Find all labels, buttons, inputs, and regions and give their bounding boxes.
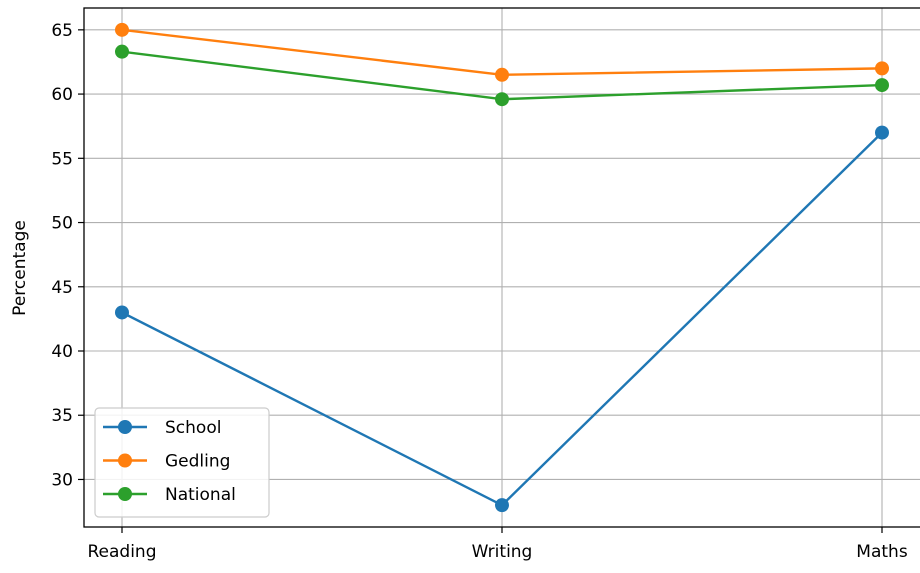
y-tick-label: 35 [51, 406, 73, 426]
x-tick-label: Reading [87, 542, 156, 562]
legend-marker-gedling [118, 453, 132, 468]
y-tick-label: 55 [51, 149, 73, 169]
y-tick-label: 45 [51, 278, 73, 298]
series-layer [115, 22, 889, 513]
y-tick-label: 60 [51, 85, 73, 105]
legend-marker-national [118, 487, 132, 501]
data-point-school [115, 305, 129, 320]
legend-box [94, 407, 270, 518]
data-point-gedling [115, 22, 129, 37]
data-point-school [875, 125, 889, 140]
legend-label-school: School [165, 418, 221, 438]
data-point-national [875, 78, 889, 93]
y-axis-label: Percentage [10, 220, 30, 316]
x-tick-layer: Reading Writing Maths [87, 527, 908, 562]
data-point-gedling [495, 67, 509, 82]
data-point-national [495, 92, 509, 107]
y-tick-label: 30 [51, 470, 73, 490]
y-tick-label: 50 [51, 214, 73, 234]
legend-marker-school [118, 420, 132, 434]
plot-frame [83, 7, 920, 528]
legend: School Gedling National [94, 407, 270, 518]
legend-label-gedling: Gedling [165, 452, 230, 472]
x-tick-label: Maths [856, 542, 908, 562]
y-tick-layer: 30 35 40 45 50 55 60 65 [51, 21, 84, 490]
y-tick-label: 40 [51, 342, 73, 362]
x-tick-label: Writing [472, 542, 533, 562]
data-point-gedling [875, 61, 889, 76]
y-tick-label: 65 [51, 21, 73, 41]
legend-label-national: National [165, 485, 236, 505]
data-point-national [115, 44, 129, 59]
data-point-school [495, 498, 509, 513]
